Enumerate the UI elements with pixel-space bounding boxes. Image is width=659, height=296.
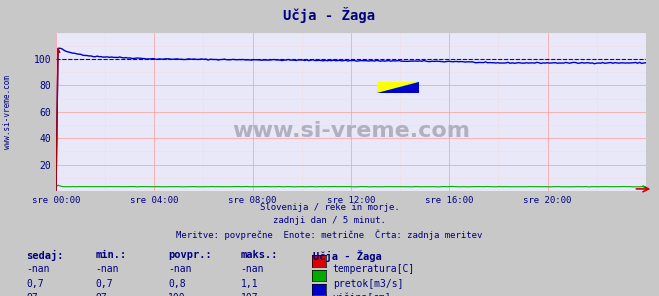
Text: zadnji dan / 5 minut.: zadnji dan / 5 minut. [273,216,386,225]
Text: višina[cm]: višina[cm] [333,293,391,296]
Text: 107: 107 [241,293,258,296]
Text: 100: 100 [168,293,186,296]
Polygon shape [378,82,418,93]
Text: Slovenija / reke in morje.: Slovenija / reke in morje. [260,203,399,212]
Text: Meritve: povprečne  Enote: metrične  Črta: zadnja meritev: Meritve: povprečne Enote: metrične Črta:… [177,229,482,240]
Text: min.:: min.: [96,250,127,260]
Text: -nan: -nan [241,264,264,274]
Text: www.si-vreme.com: www.si-vreme.com [232,121,470,141]
Text: 97: 97 [96,293,107,296]
Text: 0,8: 0,8 [168,279,186,289]
Text: 0,7: 0,7 [26,279,44,289]
Text: 1,1: 1,1 [241,279,258,289]
Text: 97: 97 [26,293,38,296]
Text: Učja - Žaga: Učja - Žaga [283,7,376,23]
Text: Učja - Žaga: Učja - Žaga [313,250,382,262]
Text: -nan: -nan [168,264,192,274]
Text: www.si-vreme.com: www.si-vreme.com [3,75,13,149]
Polygon shape [378,82,418,93]
Text: povpr.:: povpr.: [168,250,212,260]
Polygon shape [378,82,418,93]
Text: -nan: -nan [26,264,50,274]
Text: sedaj:: sedaj: [26,250,64,261]
Text: -nan: -nan [96,264,119,274]
Text: temperatura[C]: temperatura[C] [333,264,415,274]
Text: maks.:: maks.: [241,250,278,260]
Text: pretok[m3/s]: pretok[m3/s] [333,279,403,289]
Text: 0,7: 0,7 [96,279,113,289]
